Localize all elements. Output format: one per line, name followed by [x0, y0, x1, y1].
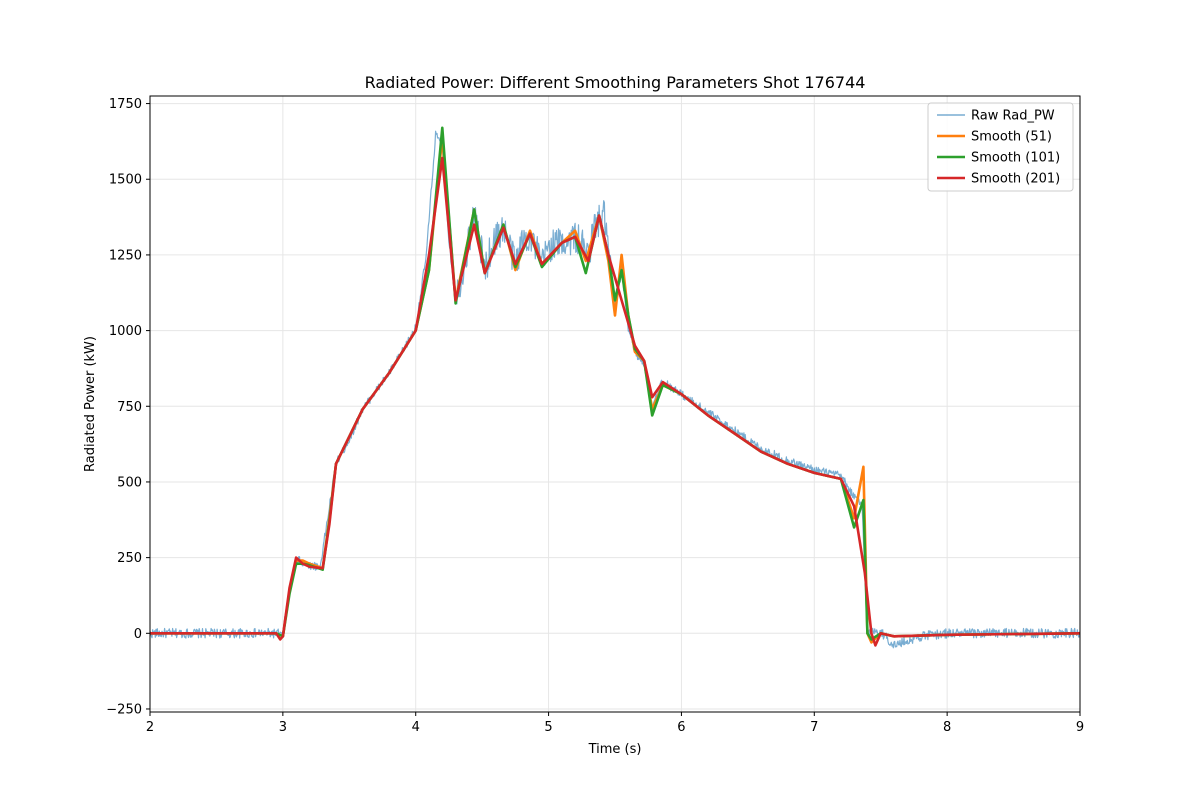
y-tick-label: 500: [117, 475, 142, 490]
chart-title: Radiated Power: Different Smoothing Para…: [365, 73, 866, 92]
x-tick-label: 4: [412, 720, 420, 735]
plot-frame: [149, 95, 1081, 713]
x-tick-label: 6: [677, 720, 685, 735]
y-tick-label: −250: [106, 702, 142, 717]
x-tick-label: 8: [943, 720, 951, 735]
y-tick-label: 1000: [109, 324, 142, 339]
y-tick-label: 1500: [109, 173, 142, 188]
axis-ticks: 2 3 4 5 6 7 8 9 −250 0 250 500 750 1000 1250 1500 1750: [106, 97, 1084, 735]
y-axis-title: Radiated Power (kW): [83, 336, 98, 472]
x-tick-label: 3: [279, 720, 287, 735]
y-tick-label: 250: [117, 551, 142, 566]
legend-label: Smooth (101): [971, 151, 1060, 166]
legend: Raw Rad_PW Smooth (51) Smooth (101) Smooth …: [927, 102, 1074, 192]
legend-box: [927, 102, 1074, 192]
series-line-3: [150, 156, 1080, 647]
legend-label: Raw Rad_PW: [971, 109, 1055, 124]
series-layer: [150, 126, 1080, 649]
x-tick-label: 9: [1076, 720, 1084, 735]
y-tick-label: 1250: [109, 248, 142, 263]
legend-label: Smooth (201): [971, 172, 1060, 187]
legend-label: Smooth (51): [971, 130, 1052, 145]
y-tick-label: 750: [117, 400, 142, 415]
y-tick-label: 0: [134, 627, 142, 642]
x-tick-label: 7: [810, 720, 818, 735]
x-tick-label: 2: [146, 720, 154, 735]
x-axis-title: Time (s): [588, 742, 642, 757]
x-tick-label: 5: [544, 720, 552, 735]
y-tick-label: 1750: [109, 97, 142, 112]
